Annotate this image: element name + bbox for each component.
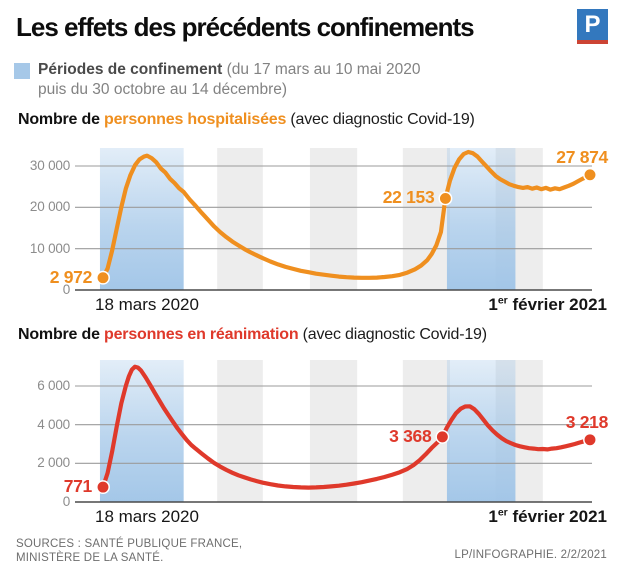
sources-note: SOURCES : SANTÉ PUBLIQUE FRANCE, MINISTÈ… — [16, 538, 243, 564]
series-line — [100, 364, 593, 490]
y-tick-label: 6 000 — [37, 377, 70, 393]
logo-red-bar — [577, 40, 608, 44]
le-parisien-logo: P — [577, 9, 608, 44]
credit-note: LP/INFOGRAPHIE. 2/2/2021 — [454, 549, 607, 561]
hospitalisations-chart: Nombre de personnes hospitalisées (avec … — [0, 108, 622, 326]
confinement-legend: Périodes de confinement (du 17 mars au 1… — [14, 60, 574, 100]
reanimation-plot — [75, 360, 597, 503]
data-point-dot — [438, 191, 453, 206]
data-point-dot — [583, 432, 597, 447]
data-point-label: 3 368 — [389, 425, 432, 446]
data-point-dot — [583, 167, 597, 182]
confinement-legend-swatch — [14, 63, 30, 79]
hospitalisations-plot — [75, 148, 597, 291]
logo-blue-square: P — [577, 9, 608, 40]
confinement-band — [446, 148, 516, 290]
data-point-label: 3 218 — [565, 411, 609, 432]
data-point-dot — [435, 429, 450, 444]
y-tick-label: 20 000 — [29, 199, 70, 215]
x-axis-start-label: 18 mars 2020 — [95, 295, 199, 314]
x-axis-start-label: 18 mars 2020 — [95, 507, 199, 526]
y-tick-label: 2 000 — [37, 455, 70, 471]
legend-detail-line2: puis du 30 octobre au 14 décembre) — [38, 81, 288, 98]
x-axis-end-label: 1er février 2021 — [488, 294, 607, 314]
reanimation-chart: Nombre de personnes en réanimation (avec… — [0, 323, 622, 536]
y-tick-label: 0 — [62, 282, 71, 297]
y-tick-label: 30 000 — [29, 158, 70, 173]
page-title: Les effets des précédents confinements — [16, 12, 475, 42]
hospitalisations-chart-title: Nombre de personnes hospitalisées (avec … — [18, 111, 475, 128]
month-stripe — [309, 148, 358, 290]
month-stripe — [217, 148, 263, 290]
data-point-label: 2 972 — [49, 266, 93, 287]
reanimation-chart-title: Nombre de personnes en réanimation (avec… — [18, 326, 487, 343]
legend-title: Périodes de confinement — [38, 61, 223, 78]
x-axis-end-label: 1er février 2021 — [488, 506, 607, 526]
data-point-dot — [96, 270, 110, 285]
y-tick-label: 0 — [62, 494, 71, 509]
data-point-label: 27 874 — [556, 146, 608, 167]
logo-letter: P — [584, 11, 601, 38]
confinement-band — [446, 360, 516, 502]
month-stripe — [309, 360, 358, 502]
data-point-dot — [96, 480, 110, 495]
data-point-label: 22 153 — [382, 187, 435, 208]
y-tick-label: 10 000 — [29, 240, 70, 256]
y-tick-label: 4 000 — [37, 416, 70, 432]
data-point-label: 771 — [63, 476, 93, 497]
series-line — [100, 149, 593, 280]
confinement-band — [99, 360, 184, 502]
legend-detail-line1: (du 17 mars au 10 mai 2020 — [226, 61, 421, 78]
confinement-band — [99, 148, 184, 290]
month-stripe — [217, 360, 263, 502]
